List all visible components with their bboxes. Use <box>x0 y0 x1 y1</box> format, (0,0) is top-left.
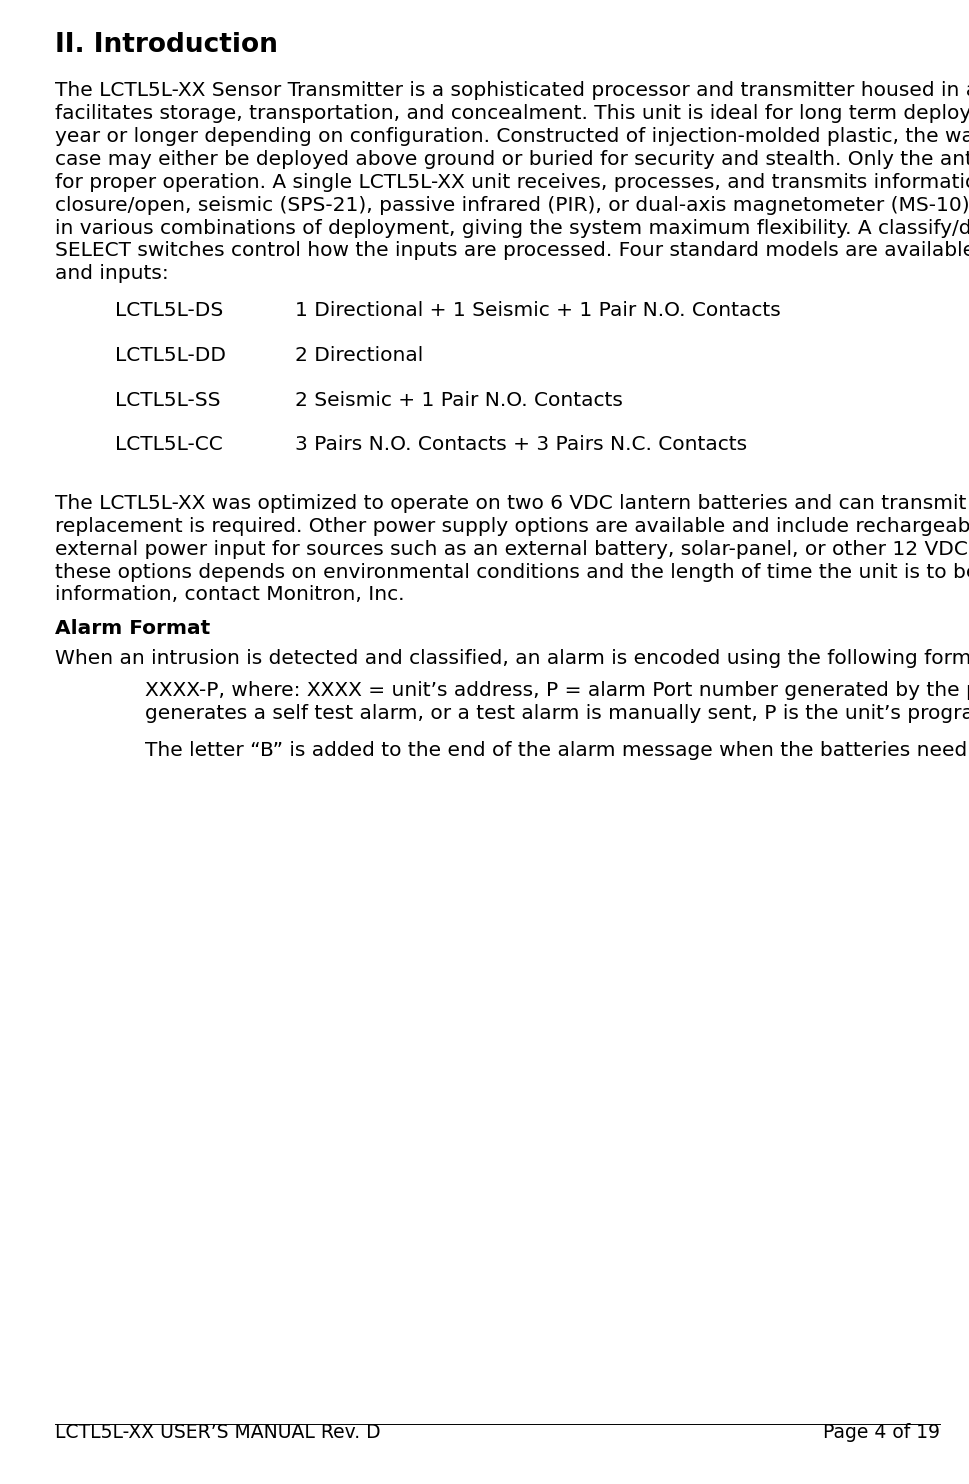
Text: LCTL5L-DD: LCTL5L-DD <box>115 346 226 365</box>
Text: LCTL5L-DS: LCTL5L-DS <box>115 301 223 321</box>
Text: Page 4 of 19: Page 4 of 19 <box>822 1423 939 1442</box>
Text: year or longer depending on configuration. Constructed of injection-molded plast: year or longer depending on configuratio… <box>55 128 969 145</box>
Text: 2 Directional: 2 Directional <box>295 346 422 365</box>
Text: When an intrusion is detected and classified, an alarm is encoded using the foll: When an intrusion is detected and classi… <box>55 649 969 668</box>
Text: 1 Directional + 1 Seismic + 1 Pair N.O. Contacts: 1 Directional + 1 Seismic + 1 Pair N.O. … <box>295 301 780 321</box>
Text: closure/open, seismic (SPS-21), passive infrared (PIR), or dual-axis magnetomete: closure/open, seismic (SPS-21), passive … <box>55 196 969 215</box>
Text: in various combinations of deployment, giving the system maximum flexibility. A : in various combinations of deployment, g… <box>55 218 969 237</box>
Text: SELECT switches control how the inputs are processed. Four standard models are a: SELECT switches control how the inputs a… <box>55 242 969 261</box>
Text: The letter “B” is added to the end of the alarm message when the batteries need : The letter “B” is added to the end of th… <box>144 742 969 760</box>
Text: for proper operation. A single LCTL5L-XX unit receives, processes, and transmits: for proper operation. A single LCTL5L-XX… <box>55 172 969 191</box>
Text: The LCTL5L-XX was optimized to operate on two 6 VDC lantern batteries and can tr: The LCTL5L-XX was optimized to operate o… <box>55 494 969 513</box>
Text: LCTL5L-SS: LCTL5L-SS <box>115 390 220 410</box>
Text: LCTL5L-XX USER’S MANUAL Rev. D: LCTL5L-XX USER’S MANUAL Rev. D <box>55 1423 380 1442</box>
Text: 3 Pairs N.O. Contacts + 3 Pairs N.C. Contacts: 3 Pairs N.O. Contacts + 3 Pairs N.C. Con… <box>295 435 746 454</box>
Text: LCTL5L-CC: LCTL5L-CC <box>115 435 223 454</box>
Text: case may either be deployed above ground or buried for security and stealth. Onl: case may either be deployed above ground… <box>55 150 969 169</box>
Text: and inputs:: and inputs: <box>55 264 169 283</box>
Text: II. Introduction: II. Introduction <box>55 33 277 58</box>
Text: facilitates storage, transportation, and concealment. This unit is ideal for lon: facilitates storage, transportation, and… <box>55 104 969 123</box>
Text: external power input for sources such as an external battery, solar-panel, or ot: external power input for sources such as… <box>55 540 969 558</box>
Text: XXXX-P, where: XXXX = unit’s address, P = alarm Port number generated by the pro: XXXX-P, where: XXXX = unit’s address, P … <box>144 681 969 700</box>
Text: these options depends on environmental conditions and the length of time the uni: these options depends on environmental c… <box>55 562 969 582</box>
Text: generates a self test alarm, or a test alarm is manually sent, P is the unit’s p: generates a self test alarm, or a test a… <box>144 703 969 723</box>
Text: Alarm Format: Alarm Format <box>55 619 210 638</box>
Text: replacement is required. Other power supply options are available and include re: replacement is required. Other power sup… <box>55 516 969 536</box>
Text: 2 Seismic + 1 Pair N.O. Contacts: 2 Seismic + 1 Pair N.O. Contacts <box>295 390 622 410</box>
Text: The LCTL5L-XX Sensor Transmitter is a sophisticated processor and transmitter ho: The LCTL5L-XX Sensor Transmitter is a so… <box>55 82 969 99</box>
Text: information, contact Monitron, Inc.: information, contact Monitron, Inc. <box>55 586 404 604</box>
